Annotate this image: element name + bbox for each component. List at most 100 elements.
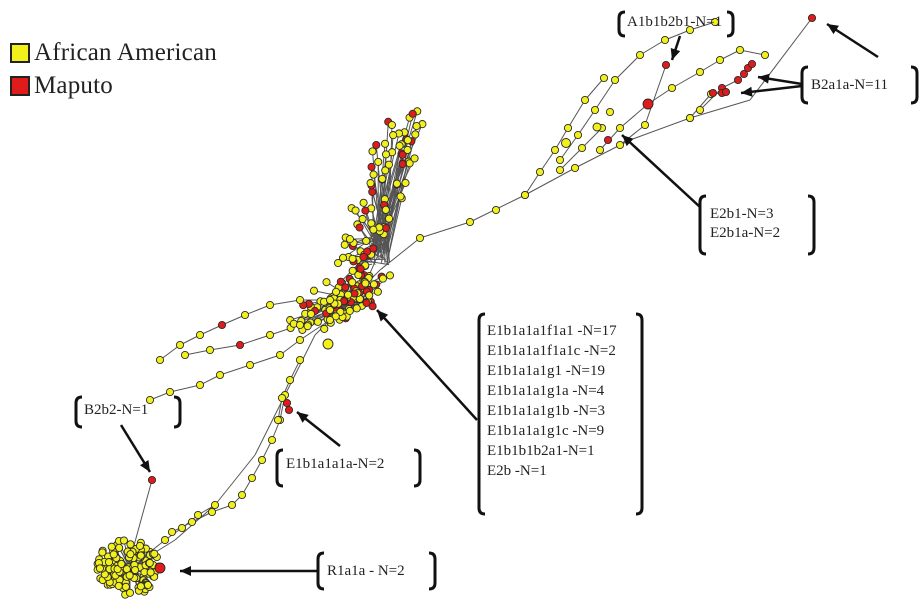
network-edge [219, 364, 251, 376]
node-african-american [348, 254, 357, 263]
node-african-american [403, 145, 412, 154]
node-maputo [355, 223, 364, 232]
node-african-american [331, 287, 341, 296]
callout-bracket [413, 448, 422, 488]
network-edge [419, 221, 471, 239]
node-african-american [368, 147, 377, 156]
node-african-american [126, 550, 135, 559]
node-african-american [369, 225, 378, 234]
node-african-american [331, 312, 340, 321]
network-edge [381, 178, 390, 253]
node-african-american [193, 510, 203, 520]
callout-line: E1b1a1a1g1a -N=4 [487, 383, 605, 399]
node-african-american [313, 317, 322, 326]
node-african-american [285, 375, 295, 385]
network-edge [389, 196, 402, 241]
network-edge [749, 17, 813, 101]
node-african-american [384, 214, 394, 223]
node-african-american [277, 393, 287, 403]
node-african-american [187, 517, 197, 527]
node-african-american [109, 550, 118, 559]
node-maputo [807, 13, 817, 23]
network-edge [159, 344, 181, 361]
callout-arrow [376, 309, 478, 421]
node-african-american [667, 83, 677, 93]
callout-line: E1b1a1a1g1b -N=3 [487, 403, 606, 419]
node-african-american [348, 278, 357, 287]
arrow-head [741, 86, 753, 97]
network-edge [209, 344, 241, 351]
callout-arrows [119, 22, 879, 576]
node-african-american [165, 387, 175, 397]
node-african-american [378, 274, 387, 283]
network-edge [619, 103, 649, 129]
node-african-american [577, 143, 587, 153]
network-edge [254, 394, 286, 456]
callout-line: E2b1a-N=2 [710, 225, 781, 241]
callout-r1a1a: R1a1a - N=2 [327, 562, 405, 581]
network-edge [567, 99, 586, 129]
network-edge [249, 354, 281, 366]
node-african-american [605, 107, 615, 117]
node-african-american [710, 17, 720, 27]
node-african-american [119, 536, 128, 545]
network-edge [584, 77, 605, 101]
node-african-american [520, 190, 530, 200]
network-edge [299, 319, 331, 341]
node-african-american [374, 157, 383, 166]
node-african-american [125, 588, 135, 597]
node-african-american [615, 123, 625, 133]
node-african-american [104, 558, 114, 567]
node-african-american [114, 581, 123, 590]
node-african-american [555, 165, 565, 175]
callout-line: E2b -N=1 [487, 463, 547, 479]
node-african-american [325, 305, 335, 315]
callout-bracket [74, 395, 83, 429]
callout-bracket [910, 65, 919, 105]
callout-e1b-group: E1b1a1a1f1a1 -N=17 E1b1a1a1f1a1c -N=2 E1… [487, 321, 617, 481]
node-african-american [143, 581, 152, 590]
legend-swatch-african-american [10, 42, 30, 63]
network-edge [739, 49, 766, 56]
callout-line: R1a1a - N=2 [327, 563, 405, 579]
node-african-american [107, 542, 116, 551]
network-edge [614, 54, 641, 81]
node-african-american [695, 67, 705, 77]
node-maputo [603, 135, 613, 145]
callout-bracket [617, 10, 626, 38]
node-african-american [295, 335, 305, 345]
callout-line: E1b1a1a1g1 -N=19 [487, 363, 606, 379]
arrow-head [377, 310, 389, 322]
node-african-american [362, 236, 371, 246]
node-maputo [747, 59, 757, 69]
node-african-american [411, 130, 420, 139]
node-maputo [708, 88, 718, 98]
node-african-american [237, 490, 247, 500]
node-african-american [295, 295, 305, 305]
network-edge [639, 39, 666, 56]
network-edge [269, 299, 301, 306]
node-maputo [739, 69, 749, 79]
node-maputo [368, 302, 377, 311]
network-edge [577, 109, 596, 136]
callout-a1b1b2b1: A1b1b2b1-N=1 [627, 13, 722, 32]
node-maputo [341, 283, 350, 292]
node-african-american [320, 324, 329, 333]
callout-line: E1b1a1a1f1a1c -N=2 [487, 343, 616, 359]
node-african-american [695, 105, 705, 115]
node-african-american [387, 120, 396, 130]
network-edge [524, 171, 541, 196]
network-edge [539, 149, 556, 173]
node-african-american [146, 568, 155, 577]
node-african-american [167, 527, 177, 537]
node-african-american [240, 310, 250, 320]
node-african-american [344, 290, 353, 299]
network-edge [279, 339, 301, 356]
node-african-american [378, 174, 387, 183]
network-edge [524, 167, 576, 196]
callout-bracket [428, 551, 437, 591]
node-african-american [366, 179, 375, 188]
arrow-head [139, 460, 150, 472]
arrow-head [758, 73, 770, 84]
node-african-american [555, 155, 565, 165]
